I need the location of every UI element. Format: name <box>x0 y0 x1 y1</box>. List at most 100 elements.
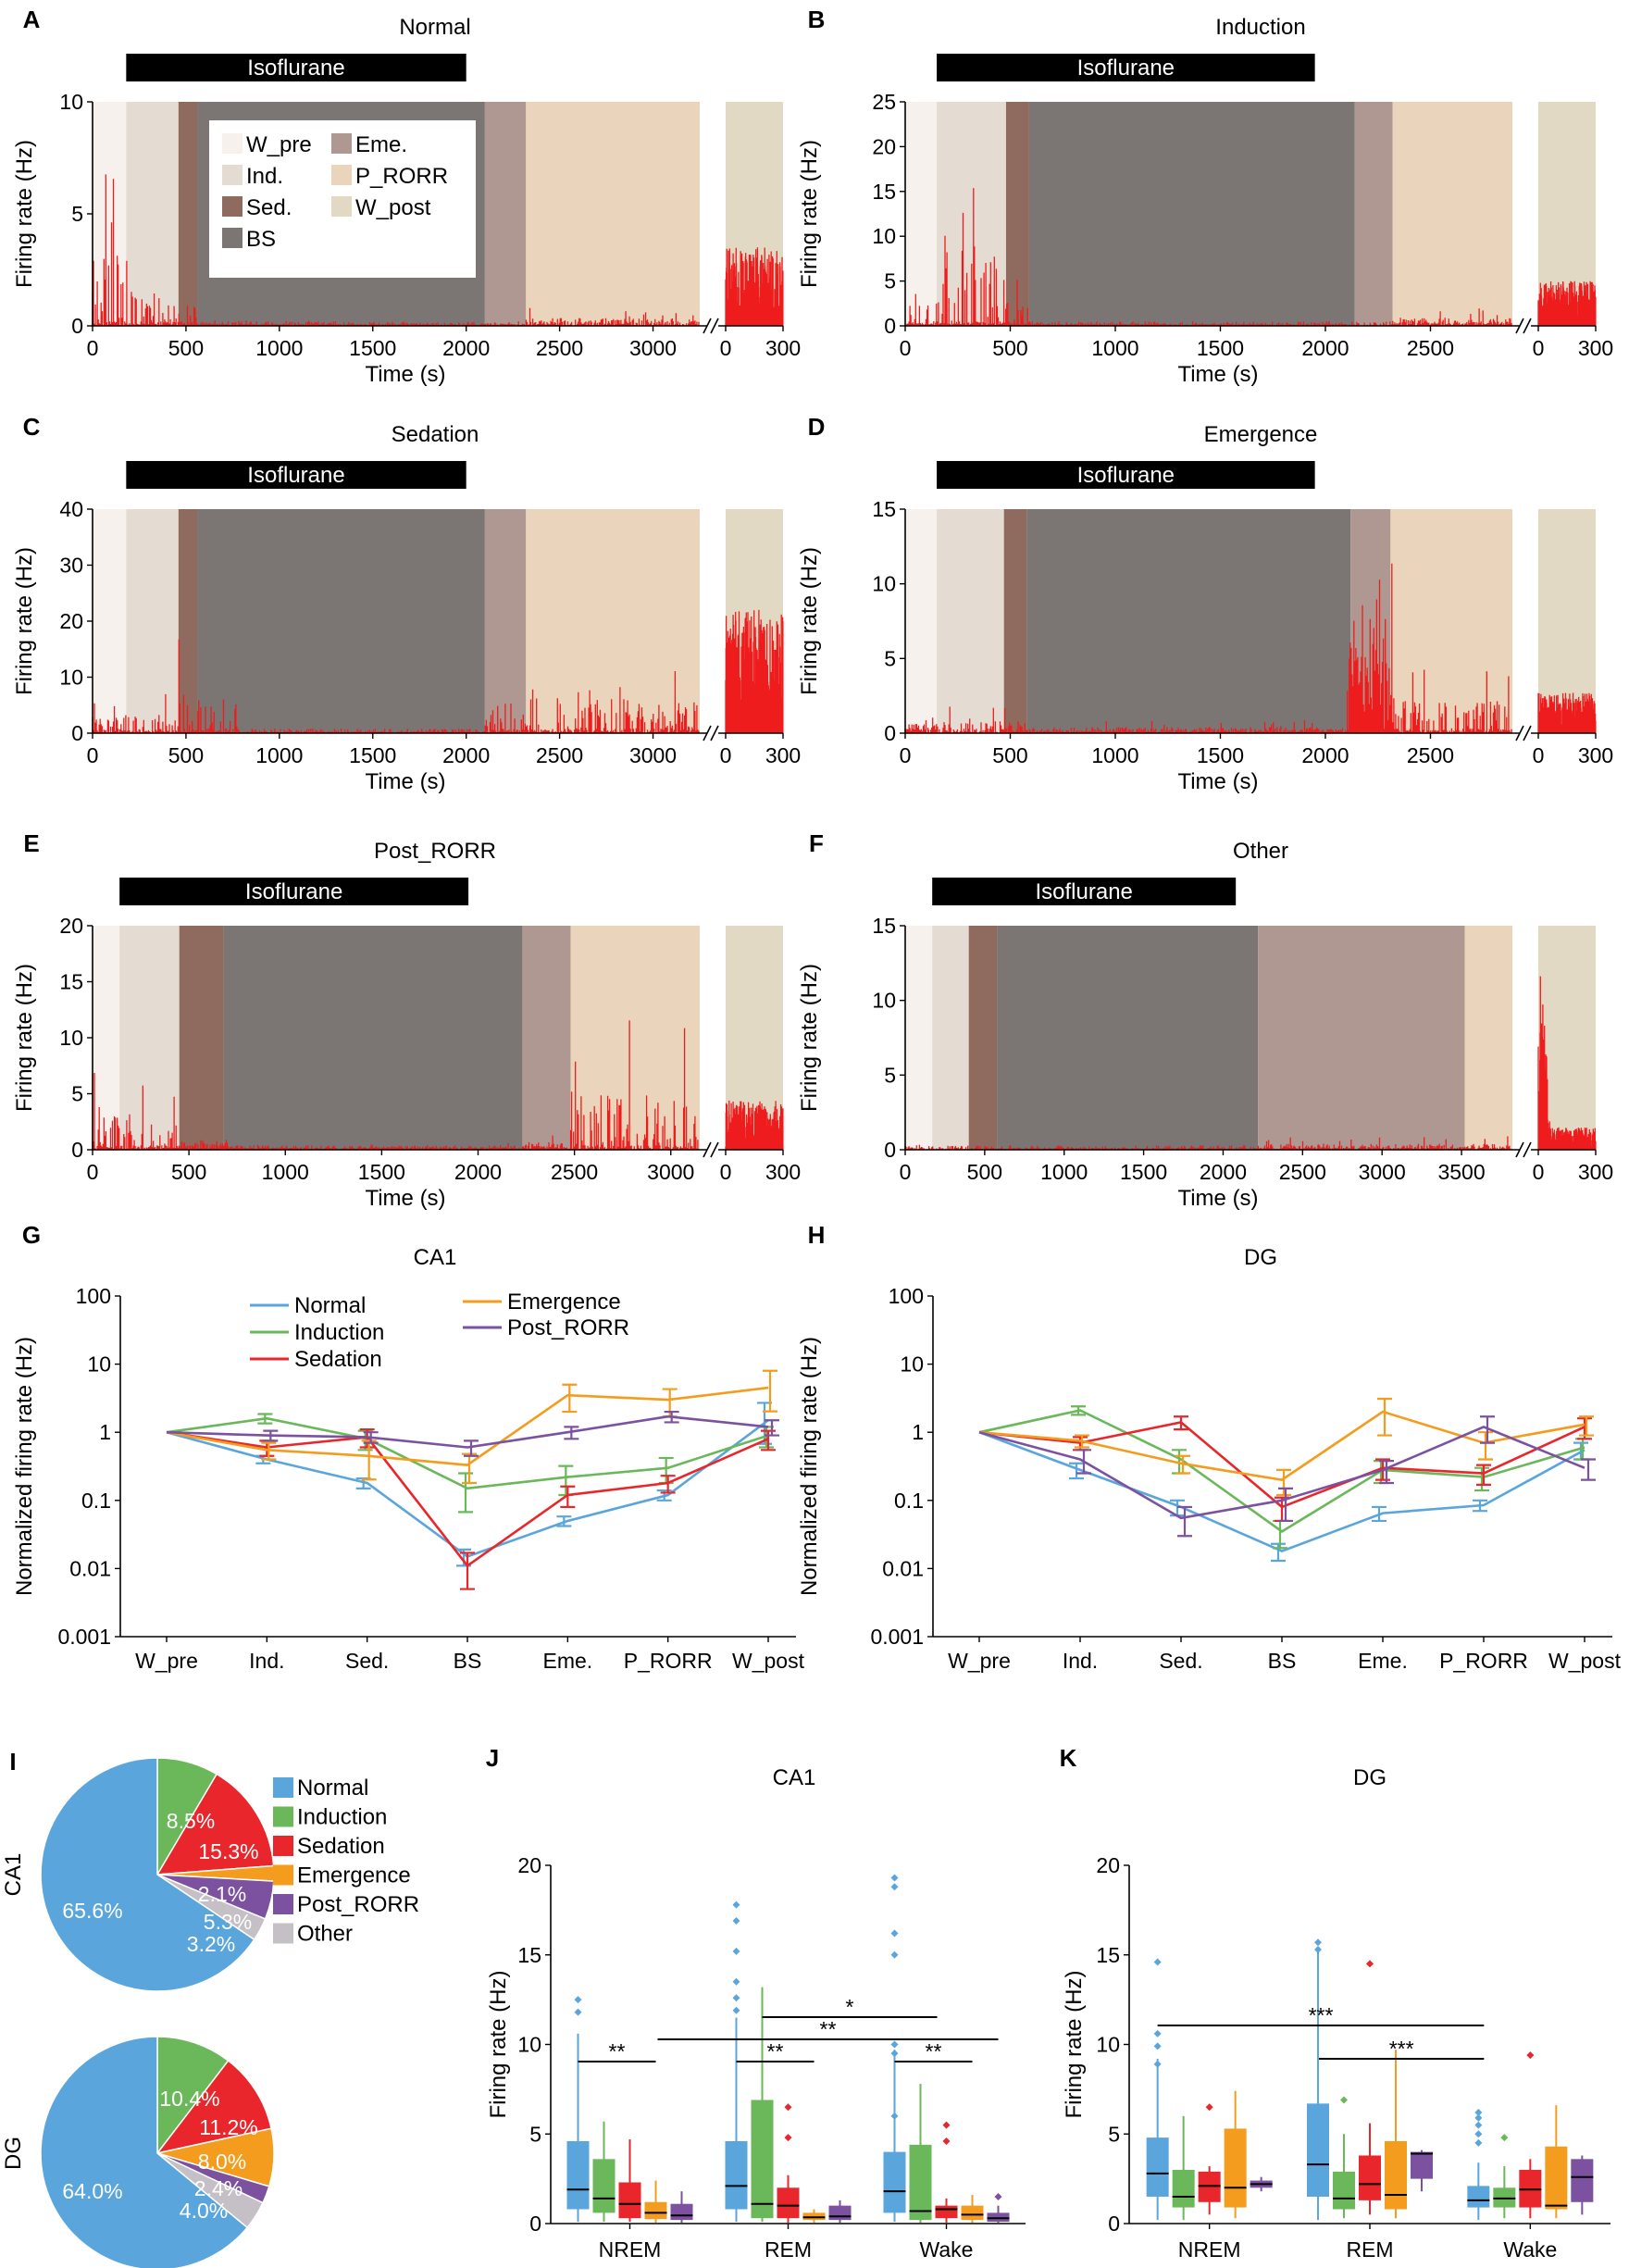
isoflurane-label: Isoflurane <box>247 56 344 81</box>
y-tick-label: 10 <box>59 1026 83 1050</box>
error-bar <box>564 1426 579 1440</box>
legend-swatch <box>331 196 352 217</box>
legend-swatch <box>222 196 242 217</box>
box-body <box>1172 2169 1195 2208</box>
y-axis-label: Firing rate (Hz) <box>797 964 822 1112</box>
pie-legend: Normal Induction Sedation Emergence Post_ROR… <box>273 1776 419 1947</box>
phase-band <box>1390 509 1512 733</box>
error-bar <box>458 1472 473 1514</box>
error-bar <box>1076 1449 1091 1475</box>
series-line <box>166 1430 769 1568</box>
pie-value-label: 2.1% <box>198 1882 246 1906</box>
legend-label: Induction <box>294 1320 384 1345</box>
panel-title: Other <box>1233 839 1288 864</box>
box-outlier <box>1526 2051 1535 2060</box>
x-tick-label: 3000 <box>629 743 677 767</box>
x-tick-label: 2000 <box>442 743 490 767</box>
box-sedation <box>618 2139 641 2223</box>
y-tick-label: 5 <box>1108 2122 1120 2146</box>
x-tick-label: 3500 <box>1437 1160 1485 1184</box>
legend-swatch <box>273 1923 293 1944</box>
legend-label: Sedation <box>297 1834 385 1859</box>
y-tick-label: 0 <box>884 314 896 338</box>
x-tick-label: REM <box>765 2237 812 2262</box>
x-tick-label: 1000 <box>262 1160 309 1184</box>
series-post_rorr <box>978 1415 1596 1538</box>
box-outlier <box>732 1977 740 1986</box>
isoflurane-label: Isoflurane <box>245 879 342 904</box>
significance-marks: *** *** <box>1157 2003 1485 2061</box>
box-outlier <box>574 2008 582 2016</box>
legend-swatch <box>222 165 242 185</box>
error-bar <box>1174 1415 1188 1431</box>
isoflurane-label: Isoflurane <box>1077 463 1175 488</box>
x-tick-label: 2500 <box>536 336 583 360</box>
phase-band <box>178 509 198 733</box>
y-tick-label: 10 <box>59 90 83 114</box>
phase-band <box>937 509 1004 733</box>
box-body <box>1307 2103 1329 2197</box>
x-tick-label: 0 <box>720 743 732 767</box>
panel-title: Induction <box>1215 15 1305 40</box>
box-outlier <box>942 2137 951 2145</box>
x-tick-label: 1000 <box>1091 743 1138 767</box>
x-tick-label: 300 <box>1578 743 1613 767</box>
x-tick-label: 3000 <box>1359 1160 1406 1184</box>
significance-label: * <box>846 1995 854 2019</box>
box-panel-K: K DG 0 5 10 15 20 NREM REM Wake Firing rate (Hz) **… <box>1060 1744 1610 2262</box>
y-axis-label: Firing rate (Hz) <box>797 547 822 695</box>
box-sedation <box>777 2103 800 2224</box>
error-bar <box>462 1452 477 1485</box>
pie-value-label: 65.6% <box>62 1899 122 1923</box>
x-tick-label: 3000 <box>647 1160 694 1184</box>
box-outlier <box>994 2192 1002 2200</box>
series-line <box>166 1414 769 1449</box>
phase-band <box>93 926 120 1150</box>
pie-value-label: 3.2% <box>187 1932 235 1956</box>
phase-band <box>1003 509 1027 733</box>
box-body <box>566 2140 590 2210</box>
y-tick-label: 0 <box>884 721 896 745</box>
error-bar <box>1474 1466 1489 1492</box>
x-tick-label: 500 <box>168 336 204 360</box>
panel-title: DG <box>1244 1245 1277 1270</box>
y-axis-label: Normalized firing rate (Hz) <box>12 1337 37 1596</box>
legend-swatch <box>331 165 352 185</box>
y-tick-label: 100 <box>889 1284 924 1308</box>
box-body <box>1411 2151 1433 2179</box>
legend-swatch <box>273 1806 293 1827</box>
box-normal <box>1467 2109 1490 2221</box>
error-bar <box>562 1383 578 1414</box>
error-bar <box>556 1515 572 1527</box>
error-bar <box>1075 1434 1089 1449</box>
phase-band <box>905 102 938 326</box>
box-outlier <box>1474 2121 1483 2129</box>
phase-band <box>968 926 998 1150</box>
box-outlier <box>942 2121 951 2129</box>
error-bar <box>660 1475 676 1494</box>
significance-label: ** <box>609 2039 626 2063</box>
x-tick-label: Ind. <box>1063 1649 1098 1673</box>
x-tick-label: Wake <box>920 2237 974 2262</box>
box-emergence <box>1385 2050 1407 2219</box>
legend-label: Sed. <box>246 195 292 220</box>
x-axis-label: Time (s) <box>365 1186 445 1211</box>
legend-label: Post_RORR <box>297 1892 419 1917</box>
error-bar <box>1480 1415 1495 1444</box>
panel-letter: D <box>808 413 826 441</box>
isoflurane-bar <box>937 461 1315 489</box>
box-body <box>1359 2155 1381 2200</box>
isoflurane-label: Isoflurane <box>1035 879 1132 904</box>
y-tick-label: 0.01 <box>69 1556 111 1580</box>
y-tick-label: 15 <box>872 914 896 938</box>
box-induction <box>909 2084 932 2224</box>
legend-label: Sedation <box>294 1347 382 1372</box>
series-line <box>978 1430 1585 1553</box>
pie-panel-I: I CA1 65.6% 8.5% 15.3% 2.1% 5.3%3.2% DG 64.0% 10.… <box>1 1748 419 2268</box>
isoflurane-bar <box>126 54 466 81</box>
phase-band <box>570 926 700 1150</box>
y-tick-label: 10 <box>872 572 896 596</box>
box-sedation <box>1198 2103 1221 2215</box>
y-tick-label: 0 <box>71 1138 83 1162</box>
significance-marks: ** ** ***** <box>578 1995 999 2063</box>
